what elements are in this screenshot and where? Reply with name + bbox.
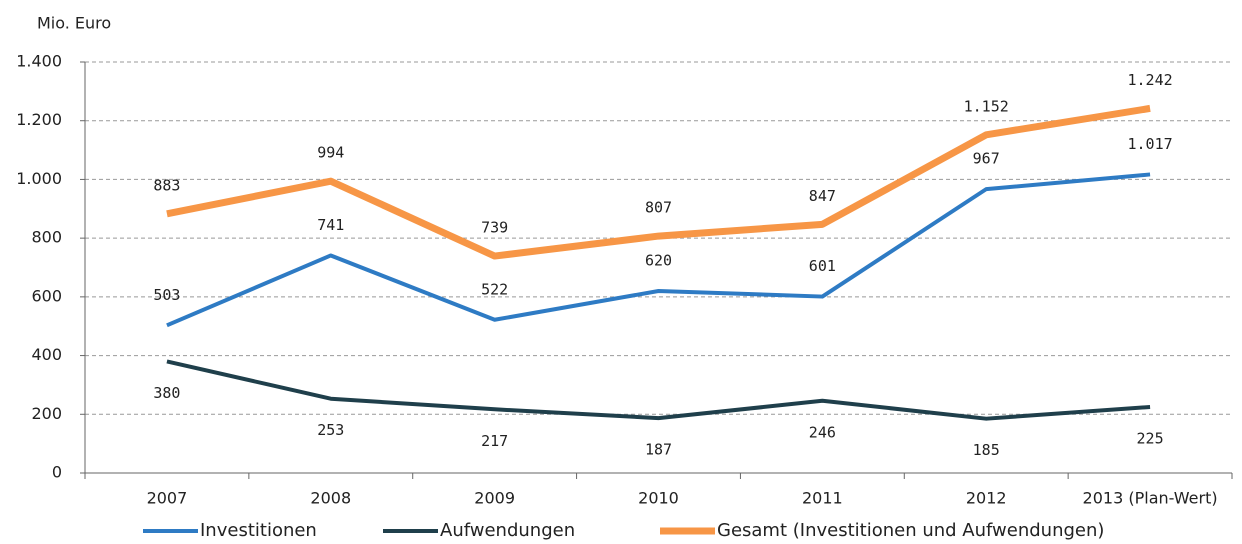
- data-label: 620: [645, 251, 672, 269]
- y-tick-label: 1.400: [16, 52, 62, 71]
- data-label: 739: [481, 219, 508, 237]
- x-tick-label: 2008: [310, 489, 351, 508]
- data-label: 807: [645, 199, 672, 217]
- x-tick-label: 2011: [802, 489, 843, 508]
- line-series: [166, 104, 1151, 260]
- x-tick-label: 2010: [638, 489, 679, 508]
- data-label: 185: [973, 441, 1000, 459]
- legend-label: Investitionen: [200, 520, 317, 541]
- data-label: 217: [481, 432, 508, 450]
- y-tick-label: 400: [31, 345, 62, 364]
- x-tick-label: 2012: [966, 489, 1007, 508]
- data-label: 883: [153, 176, 180, 194]
- data-label: 601: [809, 257, 836, 275]
- x-tick-label: 2013 (Plan-Wert): [1083, 489, 1218, 508]
- y-tick-label: 600: [31, 286, 62, 305]
- data-label: 246: [809, 423, 836, 441]
- y-tick-label: 200: [31, 404, 62, 423]
- data-label: 741: [317, 216, 344, 234]
- y-tick-label: 1.000: [16, 169, 62, 188]
- y-tick-label: 800: [31, 228, 62, 247]
- legend-label: Gesamt (Investitionen und Aufwendungen): [717, 520, 1104, 541]
- data-label: 847: [809, 187, 836, 205]
- y-tick-label: 1.200: [16, 110, 62, 129]
- data-label: 253: [317, 421, 344, 439]
- x-tick-label: 2007: [147, 489, 188, 508]
- x-tick-label: 2009: [474, 489, 515, 508]
- line-series: [166, 359, 1151, 421]
- data-label: 1.152: [964, 97, 1009, 115]
- y-tick-label: 0: [52, 463, 62, 482]
- data-label: 967: [973, 150, 1000, 168]
- legend-label: Aufwendungen: [440, 520, 575, 541]
- data-label: 1.242: [1127, 71, 1172, 89]
- y-axis-label: Mio. Euro: [37, 14, 111, 33]
- data-label: 522: [481, 280, 508, 298]
- data-label: 1.017: [1127, 135, 1172, 153]
- data-label: 187: [645, 441, 672, 459]
- line-series: [166, 172, 1151, 328]
- data-label: 994: [317, 144, 344, 162]
- data-label: 503: [153, 286, 180, 304]
- data-label: 380: [153, 384, 180, 402]
- data-label: 225: [1137, 429, 1164, 447]
